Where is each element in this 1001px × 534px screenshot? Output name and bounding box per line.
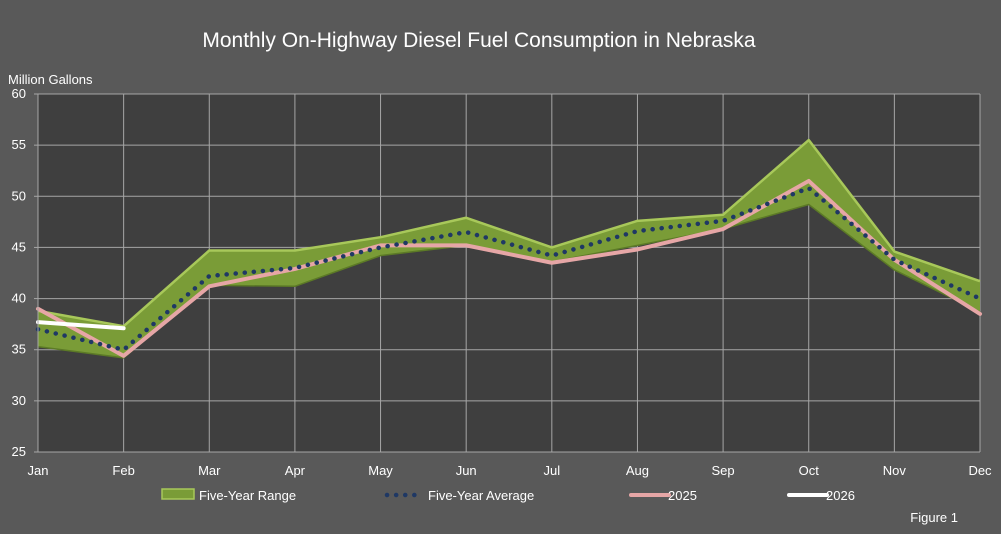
legend-label-2025: 2025 — [668, 488, 697, 503]
legend-swatch-range — [161, 488, 195, 500]
series-line-five-year-average — [35, 185, 983, 352]
chart-title: Monthly On-Highway Diesel Fuel Consumpti… — [202, 29, 756, 52]
x-tick-label-nov: Nov — [883, 463, 907, 478]
x-tick-label-aug: Aug — [626, 463, 649, 478]
x-tick-label-apr: Apr — [285, 463, 306, 478]
y-tick-label-55: 55 — [12, 137, 26, 152]
legend-item-2026: 2026 — [787, 488, 855, 503]
y-axis: 25 30 35 40 45 50 55 60 — [12, 86, 39, 459]
figure-label: Figure 1 — [910, 510, 958, 525]
y-tick-label-35: 35 — [12, 342, 26, 357]
y-tick-label-40: 40 — [12, 291, 26, 306]
y-tick-label-25: 25 — [12, 444, 26, 459]
x-tick-label-jul: Jul — [544, 463, 561, 478]
plot-area — [38, 94, 980, 452]
x-tick-label-dec: Dec — [968, 463, 992, 478]
legend-item-2025: 2025 — [629, 488, 697, 503]
y-tick-label-45: 45 — [12, 239, 26, 254]
x-tick-label-mar: Mar — [198, 463, 221, 478]
x-tick-label-oct: Oct — [799, 463, 820, 478]
y-tick-label-30: 30 — [12, 393, 26, 408]
series-lines — [35, 178, 983, 358]
x-tick-label-jun: Jun — [456, 463, 477, 478]
x-tick-label-jan: Jan — [28, 463, 49, 478]
y-tick-label-50: 50 — [12, 188, 26, 203]
y-axis-label: Million Gallons — [8, 72, 93, 87]
x-axis: Jan Feb Mar Apr May Jun Jul Aug Sep Oct Nov Dec — [28, 451, 992, 478]
x-tick-label-sep: Sep — [712, 463, 735, 478]
series-line-2025 — [36, 178, 982, 358]
x-tick-label-feb: Feb — [112, 463, 134, 478]
range-band — [38, 140, 980, 358]
legend-label-2026: 2026 — [826, 488, 855, 503]
legend-label-five-year-average: Five-Year Average — [428, 488, 534, 503]
series-line-2026 — [36, 320, 126, 331]
legend: Five-Year Range Five-Year Average 2025 2026 — [161, 488, 855, 503]
legend-label-five-year-range: Five-Year Range — [199, 488, 296, 503]
legend-item-five-year-average: Five-Year Average — [384, 488, 534, 503]
range-max-edge — [37, 138, 981, 328]
x-tick-label-may: May — [368, 463, 393, 478]
y-tick-label-60: 60 — [12, 86, 26, 101]
legend-item-five-year-range: Five-Year Range — [161, 488, 296, 503]
